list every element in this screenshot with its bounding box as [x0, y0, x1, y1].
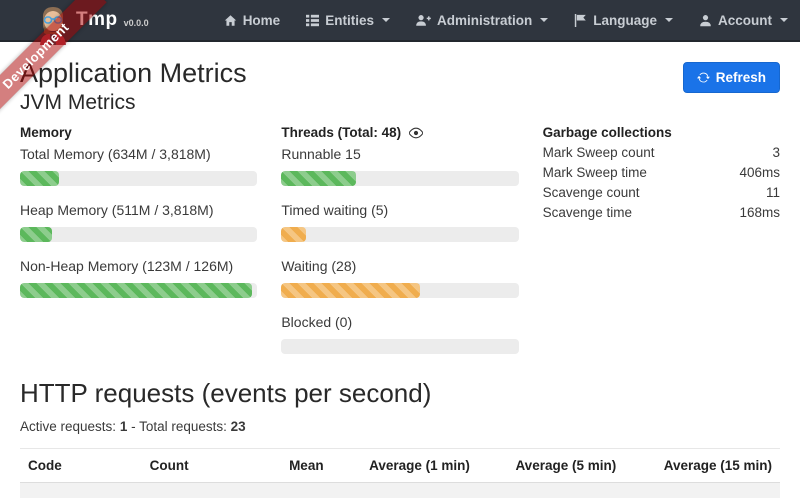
waiting-progress-fill	[281, 283, 420, 299]
gc-row-mark-sweep-time: Mark Sweep time 406ms	[543, 164, 780, 182]
waiting-label: Waiting (28)	[281, 258, 357, 275]
gc-label: Scavenge time	[542, 205, 632, 221]
refresh-button[interactable]: Refresh	[682, 62, 780, 93]
top-navbar: Tmp v0.0.0 Home Entities Administration …	[0, 0, 800, 45]
runnable-label: Runnable 15	[281, 146, 361, 163]
nav-item-label: Entities	[325, 12, 374, 28]
gc-value: 11	[765, 185, 780, 201]
threads-column: Threads (Total: 48) Runnable 15 Timed wa…	[281, 125, 519, 355]
home-icon	[224, 14, 236, 26]
chevron-down-icon	[665, 18, 673, 22]
nonheap-memory-label: Non-Heap Memory (123M / 126M)	[20, 258, 234, 275]
runnable-progress-fill	[281, 171, 356, 187]
code-cell: Ok	[20, 483, 142, 498]
threads-title-text: Threads (Total: 48)	[281, 125, 402, 141]
nav-item-label: Language	[593, 12, 657, 28]
total-memory-label: Total Memory (634M / 3,818M)	[20, 146, 211, 163]
brand-name: Tmp	[76, 9, 118, 30]
heap-memory-progressbar	[20, 227, 258, 243]
heap-memory-progress-fill	[20, 227, 52, 243]
nav-item-home[interactable]: Home	[224, 12, 281, 28]
gc-label: Scavenge count	[542, 185, 640, 201]
gc-label: Mark Sweep time	[542, 165, 647, 181]
total-requests-label: Total requests:	[139, 419, 227, 435]
blocked-progressbar	[281, 339, 519, 355]
http-requests-title: HTTP requests (events per second)	[20, 378, 432, 409]
requests-summary: Active requests: 1 - Total requests: 23	[20, 419, 780, 434]
col-header-mean: Mean	[240, 448, 332, 484]
list-icon	[306, 14, 320, 26]
active-requests-label: Active requests:	[20, 419, 117, 435]
threads-title: Threads (Total: 48)	[281, 125, 518, 140]
user-icon	[700, 14, 711, 26]
count-cell	[142, 483, 241, 498]
eye-icon[interactable]	[409, 126, 424, 140]
total-requests-value: 23	[230, 419, 246, 435]
gc-title: Garbage collections	[542, 125, 672, 141]
metrics-page: Application Metrics JVM Metrics Refresh …	[0, 42, 800, 498]
mean-cell: 0.35	[240, 483, 331, 498]
nav-item-label: Home	[242, 12, 281, 28]
waiting-progressbar	[281, 283, 519, 299]
active-requests-value: 1	[119, 419, 128, 435]
nav-item-entities[interactable]: Entities	[306, 13, 390, 28]
gc-row-scavenge-count: Scavenge count 11	[543, 184, 780, 202]
gc-value: 3	[772, 145, 780, 161]
avg15-cell: 2.63	[624, 483, 780, 498]
col-header-avg5: Average (5 min)	[477, 448, 625, 484]
garbage-collections-column: Garbage collections Mark Sweep count 3 M…	[543, 125, 780, 354]
col-header-avg1: Average (1 min)	[331, 448, 478, 484]
refresh-button-label: Refresh	[715, 70, 766, 85]
avg1-cell: 1.14	[332, 483, 478, 498]
gc-value: 406ms	[739, 165, 780, 181]
page-title: Application Metrics	[20, 58, 247, 88]
col-header-avg15: Average (15 min)	[624, 448, 780, 484]
gc-value: 168ms	[739, 205, 780, 221]
nav-item-language[interactable]: Language	[574, 13, 673, 28]
summary-separator: -	[131, 419, 136, 435]
heap-memory-label: Heap Memory (511M / 3,818M)	[20, 202, 214, 219]
memory-title: Memory	[20, 125, 72, 141]
timed-waiting-progress-fill	[281, 227, 306, 243]
nav-item-label: Account	[718, 12, 772, 28]
user-plus-icon	[416, 14, 431, 26]
col-header-code: Code	[20, 448, 142, 484]
memory-column: Memory Total Memory (634M / 3,818M) Heap…	[20, 125, 258, 354]
blocked-label: Blocked (0)	[281, 314, 353, 331]
http-requests-table: Code Count Mean Average (1 min) Average …	[20, 448, 780, 498]
refresh-icon	[696, 72, 710, 83]
chevron-down-icon	[381, 18, 390, 22]
jvm-metrics-title: JVM Metrics	[20, 91, 136, 115]
avg5-cell: 2.32	[478, 483, 624, 498]
flag-icon	[575, 13, 587, 27]
gc-label: Mark Sweep count	[542, 145, 655, 161]
timed-waiting-label: Timed waiting (5)	[281, 202, 389, 219]
gc-row-mark-sweep-count: Mark Sweep count 3	[543, 144, 780, 162]
nav-item-label: Administration	[436, 12, 533, 28]
chevron-down-icon	[540, 18, 549, 22]
total-memory-progressbar	[20, 171, 258, 187]
timed-waiting-progressbar	[281, 227, 519, 243]
hipster-avatar-logo	[40, 7, 66, 45]
brand-version: v0.0.0	[123, 18, 149, 28]
runnable-progressbar	[281, 171, 519, 187]
nav-item-account[interactable]: Account	[699, 13, 788, 28]
nonheap-memory-progressbar	[20, 283, 258, 299]
col-header-count: Count	[141, 448, 241, 484]
brand-link[interactable]: Tmp v0.0.0	[36, 0, 149, 45]
nav-item-administration[interactable]: Administration	[416, 12, 549, 28]
total-memory-progress-fill	[20, 171, 60, 187]
table-header-row: Code Count Mean Average (1 min) Average …	[20, 448, 780, 484]
gc-row-scavenge-time: Scavenge time 168ms	[543, 204, 780, 222]
chevron-down-icon	[780, 18, 788, 22]
nav-menu: Home Entities Administration Language Ac…	[224, 13, 788, 28]
table-row-ok: Ok 0.35 1.14 2.32 2.63	[20, 482, 780, 498]
nonheap-memory-progress-fill	[20, 283, 252, 299]
